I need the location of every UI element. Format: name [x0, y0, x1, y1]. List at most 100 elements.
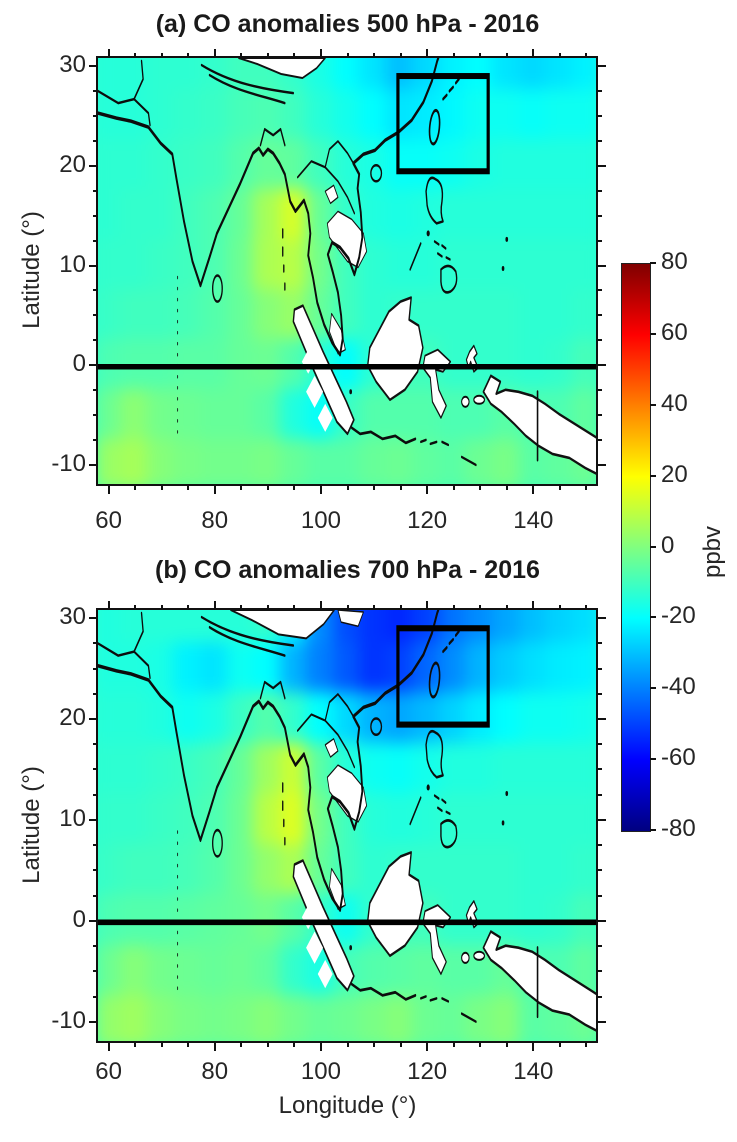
heatmap-cell [438, 995, 469, 1042]
heatmap-cell [120, 843, 150, 898]
axis-tick [585, 53, 588, 58]
axis-tick [452, 485, 455, 490]
axis-tick [89, 718, 98, 720]
x-tick-label: 120 [407, 507, 448, 534]
heatmap-cell [545, 742, 575, 797]
colorbar-tick [650, 758, 656, 761]
axis-tick [187, 1042, 190, 1047]
heatmap-cell [146, 610, 177, 645]
heatmap-cell [465, 189, 495, 243]
axis-tick [346, 1042, 349, 1047]
heatmap-cell [332, 58, 363, 93]
panel-a-map [98, 58, 597, 485]
heatmap-cell [545, 89, 575, 143]
heatmap-cell [173, 388, 203, 442]
axis-tick [597, 919, 606, 922]
heatmap-cell [173, 89, 203, 143]
heatmap-cell [465, 641, 495, 696]
heatmap-cell [359, 438, 389, 485]
x-tick-label: 80 [201, 507, 229, 534]
axis-tick [89, 919, 98, 922]
heatmap-cell [98, 58, 124, 93]
heatmap-cell [545, 239, 575, 292]
heatmap-cell [200, 388, 230, 442]
heatmap-cell [279, 944, 310, 999]
axis-tick [597, 464, 606, 467]
heatmap-cell [173, 641, 203, 696]
heatmap-cell [385, 438, 416, 485]
axis-tick [597, 894, 602, 897]
heatmap-cell [200, 641, 230, 696]
axis-tick [89, 617, 98, 620]
axis-tick [346, 485, 349, 490]
axis-tick [93, 214, 98, 217]
x-tick-label: 100 [300, 507, 341, 534]
axis-tick [187, 605, 190, 610]
axis-tick [399, 605, 402, 610]
axis-tick [597, 768, 602, 771]
heatmap-cell [518, 239, 549, 292]
heatmap-cell [571, 742, 597, 797]
heatmap-cell [571, 843, 597, 898]
y-tick-label: 20 [59, 150, 86, 178]
heatmap-cell [253, 288, 283, 342]
heatmap-cell [359, 189, 389, 243]
axis-tick [597, 289, 602, 292]
heatmap-cell [465, 239, 495, 292]
heatmap-cell [571, 58, 597, 93]
heatmap-cell [146, 139, 177, 193]
heatmap-cell [200, 89, 230, 143]
heatmap-cell [120, 239, 150, 292]
heatmap-cell [359, 742, 389, 797]
heatmap-cell [146, 793, 177, 847]
axis-tick [240, 605, 243, 610]
axis-tick [597, 995, 602, 998]
heatmap-cell [465, 742, 495, 797]
heatmap-cell [120, 189, 150, 243]
small-island-dots [349, 230, 509, 395]
heatmap-cell [146, 742, 177, 797]
heatmap-cell [545, 139, 575, 193]
axis-tick [187, 485, 190, 490]
heatmap-cell [200, 995, 230, 1042]
heatmap-cell [332, 89, 363, 143]
x-axis-label: Longitude (°) [278, 1092, 417, 1119]
axis-tick [597, 139, 602, 142]
heatmap-cell [491, 189, 522, 243]
heatmap-cell [253, 742, 283, 797]
no-data-land-areas [238, 58, 597, 476]
heatmap-cell [306, 995, 336, 1042]
axis-tick [426, 601, 429, 610]
axis-tick [597, 743, 602, 746]
axis-tick [597, 1020, 606, 1023]
heatmap-cell [491, 58, 522, 93]
heatmap-cell [412, 239, 442, 292]
heatmap-cell [332, 641, 363, 696]
heatmap-cell [306, 89, 336, 143]
heatmap-cell [146, 692, 177, 746]
heatmap-cell [518, 288, 549, 342]
axis-tick [597, 114, 602, 117]
colorbar [621, 263, 651, 832]
axis-tick [319, 601, 322, 610]
heatmap-cell [306, 438, 336, 485]
axis-tick [107, 601, 110, 610]
heatmap-cell [518, 89, 549, 143]
axis-tick [93, 894, 98, 897]
axis-tick [93, 793, 98, 796]
heatmap-cell [98, 995, 124, 1042]
heatmap-cell [226, 843, 257, 898]
axis-tick [93, 189, 98, 192]
heatmap-cell [173, 58, 203, 93]
axis-tick [213, 485, 216, 494]
y-tick-label: -10 [51, 1006, 86, 1034]
heatmap-cell [98, 793, 124, 847]
axis-tick [319, 1042, 322, 1051]
axis-tick [293, 605, 296, 610]
axis-tick [505, 53, 508, 58]
axis-tick [293, 1042, 296, 1047]
heatmap-cell [385, 189, 416, 243]
axis-tick [134, 605, 137, 610]
heatmap-cell [98, 189, 124, 243]
heatmap-cell [120, 288, 150, 342]
